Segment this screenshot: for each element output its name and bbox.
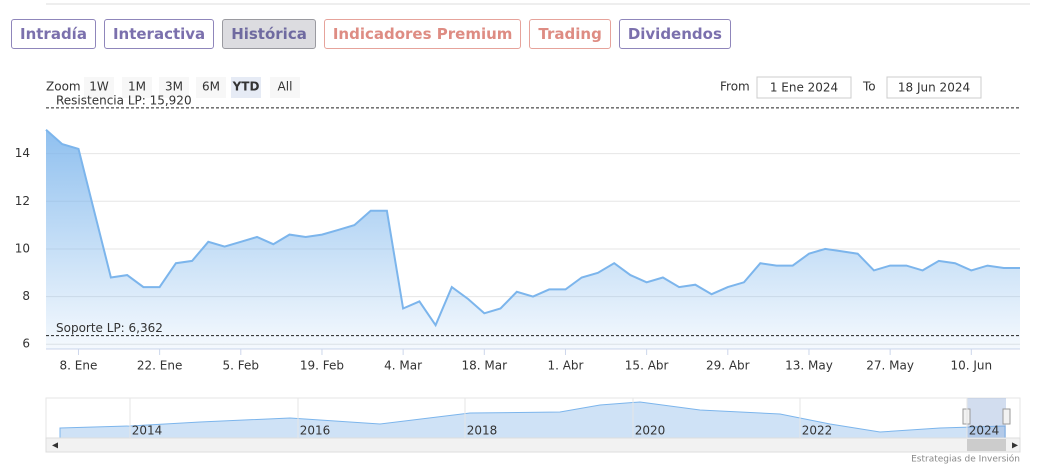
to-label: To (862, 80, 876, 94)
scrollbar-thumb[interactable] (967, 439, 1006, 451)
reference-label: Resistencia LP: 15,920 (56, 93, 192, 107)
x-tick-label: 5. Feb (223, 359, 260, 373)
navigator-year: 2022 (802, 424, 833, 438)
tab[interactable]: Histórica (222, 19, 316, 49)
x-tick-label: 19. Feb (300, 359, 344, 373)
zoom-button-label[interactable]: All (278, 80, 293, 94)
y-tick-label: 12 (15, 194, 30, 208)
navigator-year: 2014 (132, 424, 163, 438)
zoom-button[interactable] (159, 77, 189, 98)
y-tick-label: 6 (22, 337, 30, 351)
x-tick-label: 15. Abr (625, 359, 669, 373)
tab[interactable]: Intradía (11, 19, 96, 49)
scroll-left[interactable]: ◂ (52, 438, 58, 452)
zoom-label: Zoom (46, 80, 81, 94)
zoom-button-label[interactable]: 1M (128, 80, 146, 94)
x-tick-label: 4. Mar (384, 359, 422, 373)
x-tick-label: 18. Mar (462, 359, 508, 373)
from-label: From (720, 80, 750, 94)
zoom-button-label[interactable]: 3M (165, 80, 183, 94)
to-input[interactable] (886, 76, 982, 99)
x-tick-label: 22. Ene (137, 359, 182, 373)
x-tick-label: 27. May (866, 359, 914, 373)
navigator-year: 2024 (969, 424, 1000, 438)
navigator-year: 2016 (300, 424, 331, 438)
zoom-button[interactable] (270, 77, 300, 98)
scroll-right[interactable]: ▸ (1012, 438, 1018, 452)
x-tick-label: 8. Ene (60, 359, 98, 373)
navigator-year: 2018 (467, 424, 498, 438)
to-value[interactable]: 18 Jun 2024 (898, 81, 970, 95)
x-tick-label: 29. Abr (706, 359, 750, 373)
tab[interactable]: Dividendos (618, 19, 731, 49)
zoom-button[interactable] (231, 77, 261, 98)
x-tick-label: 1. Abr (547, 359, 583, 373)
credit: Estrategias de Inversión (911, 454, 1020, 465)
tab-bar: Intradía Interactiva Histórica Indicadores … (11, 19, 731, 49)
scrollbar[interactable] (45, 437, 1021, 453)
zoom-button[interactable] (122, 77, 152, 98)
navigator-selection[interactable] (967, 398, 1006, 438)
y-tick-label: 8 (22, 289, 30, 303)
zoom-button-label[interactable]: 1W (89, 80, 109, 94)
zoom-button[interactable] (196, 77, 226, 98)
line (45, 129, 1020, 328)
from-value[interactable]: 1 Ene 2024 (770, 81, 838, 95)
x-tick-label: 10. Jun (950, 359, 992, 373)
navigator-handle[interactable] (1002, 408, 1011, 425)
tab[interactable]: Indicadores Premium (323, 19, 522, 49)
tab[interactable]: Trading (529, 19, 611, 49)
tab[interactable]: Interactiva (103, 19, 215, 49)
from-input[interactable] (756, 76, 852, 99)
zoom-button-label[interactable]: YTD (232, 80, 260, 94)
navigator-series (59, 401, 1006, 439)
zoom-button[interactable] (84, 77, 114, 98)
y-tick-label: 10 (15, 241, 30, 255)
reference-label: Soporte LP: 6,362 (56, 321, 163, 335)
area (46, 129, 1020, 349)
y-tick-label: 14 (15, 146, 30, 160)
zoom-button-label[interactable]: 6M (202, 80, 220, 94)
navigator-year: 2020 (635, 424, 666, 438)
x-tick-label: 13. May (785, 359, 833, 373)
